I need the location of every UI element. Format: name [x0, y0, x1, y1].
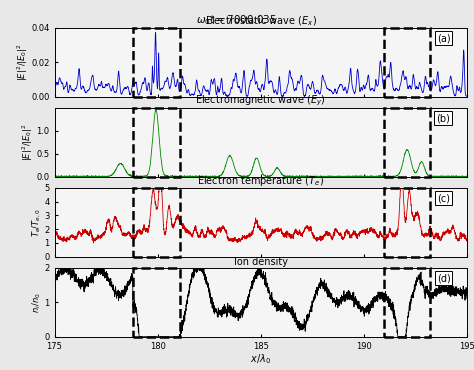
Y-axis label: $|E|^2/|E_0|^2$: $|E|^2/|E_0|^2$	[21, 123, 35, 161]
Title: Ion density: Ion density	[234, 257, 288, 267]
Y-axis label: $T_e/T_{e,0}$: $T_e/T_{e,0}$	[31, 208, 43, 237]
Text: $\omega_0 t = 7000.035$: $\omega_0 t = 7000.035$	[196, 13, 278, 27]
Bar	[384, 28, 430, 97]
Text: (a): (a)	[437, 33, 450, 43]
X-axis label: $x/ \lambda_0$: $x/ \lambda_0$	[250, 352, 271, 366]
Title: Electrostatic wave ($E_x$): Electrostatic wave ($E_x$)	[205, 14, 317, 28]
Text: (c): (c)	[438, 193, 450, 203]
Text: (d): (d)	[437, 273, 450, 283]
Bar	[133, 268, 180, 337]
Title: Electron temperature ($T_e$): Electron temperature ($T_e$)	[197, 174, 324, 188]
Bar	[384, 188, 430, 257]
Bar	[133, 108, 180, 176]
Bar	[133, 28, 180, 97]
Text: (b): (b)	[437, 113, 450, 123]
Y-axis label: $|E|^2/|E_0|^2$: $|E|^2/|E_0|^2$	[16, 43, 30, 81]
Bar	[384, 268, 430, 337]
Title: Electromagnetic wave ($E_y$): Electromagnetic wave ($E_y$)	[195, 93, 326, 108]
Bar	[384, 108, 430, 176]
Bar	[133, 188, 180, 257]
Y-axis label: $n_i/n_0$: $n_i/n_0$	[30, 292, 43, 313]
